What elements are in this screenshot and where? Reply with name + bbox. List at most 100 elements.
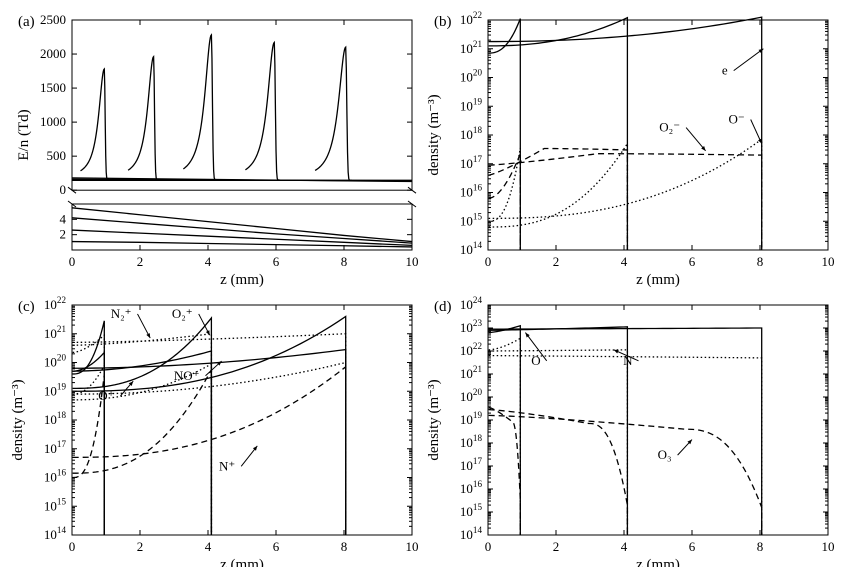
svg-text:1019: 1019 xyxy=(460,96,483,113)
svg-text:1000: 1000 xyxy=(40,114,66,129)
svg-text:O₃: O₃ xyxy=(658,447,672,462)
series-Oplus xyxy=(73,364,212,535)
series-O3 xyxy=(489,407,521,535)
svg-text:E/n (Td): E/n (Td) xyxy=(16,109,32,160)
svg-text:10: 10 xyxy=(406,539,419,554)
series-Ominus xyxy=(489,148,521,250)
svg-text:8: 8 xyxy=(341,539,348,554)
svg-text:1022: 1022 xyxy=(44,295,67,312)
svg-text:1020: 1020 xyxy=(460,68,483,85)
series-O xyxy=(489,327,628,535)
svg-text:1023: 1023 xyxy=(460,318,483,335)
svg-text:1500: 1500 xyxy=(40,80,66,95)
svg-text:(a): (a) xyxy=(18,14,35,30)
efield-peak xyxy=(245,42,280,180)
svg-text:0: 0 xyxy=(485,539,492,554)
svg-text:z (mm): z (mm) xyxy=(220,272,264,288)
svg-text:1015: 1015 xyxy=(460,502,483,519)
svg-text:O⁻: O⁻ xyxy=(728,112,744,127)
svg-text:1022: 1022 xyxy=(460,341,483,358)
svg-text:8: 8 xyxy=(757,254,764,269)
svg-text:1019: 1019 xyxy=(460,410,483,427)
svg-text:1019: 1019 xyxy=(44,381,67,398)
svg-text:500: 500 xyxy=(47,148,67,163)
series-N2plus xyxy=(73,317,346,536)
svg-text:(d): (d) xyxy=(434,299,452,315)
svg-text:10: 10 xyxy=(822,539,835,554)
series-N2plus xyxy=(73,318,212,535)
series-O2minus xyxy=(489,154,762,250)
svg-text:4: 4 xyxy=(205,254,212,269)
svg-text:1018: 1018 xyxy=(460,125,483,142)
svg-text:e: e xyxy=(722,63,728,78)
svg-text:6: 6 xyxy=(273,539,280,554)
svg-text:1022: 1022 xyxy=(460,10,483,27)
svg-text:0: 0 xyxy=(60,182,67,197)
svg-text:2000: 2000 xyxy=(40,46,66,61)
svg-text:1014: 1014 xyxy=(460,525,483,542)
series-O xyxy=(489,326,521,535)
efield-low xyxy=(72,242,412,247)
series-O3 xyxy=(489,415,762,535)
svg-text:0: 0 xyxy=(69,254,76,269)
svg-text:1016: 1016 xyxy=(460,183,483,200)
svg-text:10: 10 xyxy=(406,254,419,269)
efield-low xyxy=(72,230,412,245)
svg-text:1017: 1017 xyxy=(460,154,483,171)
svg-text:1017: 1017 xyxy=(460,456,483,473)
efield-low xyxy=(72,208,412,242)
svg-text:1014: 1014 xyxy=(460,240,483,257)
svg-text:2: 2 xyxy=(553,254,560,269)
svg-text:O: O xyxy=(531,353,540,368)
svg-text:O₂⁻: O₂⁻ xyxy=(659,120,680,135)
svg-text:density (m⁻³): density (m⁻³) xyxy=(426,379,442,460)
svg-text:NO⁺: NO⁺ xyxy=(174,368,200,383)
svg-text:1017: 1017 xyxy=(44,439,67,456)
svg-text:1015: 1015 xyxy=(460,211,483,228)
svg-text:4: 4 xyxy=(621,254,628,269)
series-O2plus xyxy=(73,334,346,535)
svg-text:N₂⁺: N₂⁺ xyxy=(111,306,132,321)
svg-text:1018: 1018 xyxy=(460,433,483,450)
svg-text:6: 6 xyxy=(689,539,696,554)
svg-text:2: 2 xyxy=(553,539,560,554)
svg-text:2500: 2500 xyxy=(40,12,66,27)
svg-text:z (mm): z (mm) xyxy=(636,272,680,288)
svg-text:density (m⁻³): density (m⁻³) xyxy=(10,379,26,460)
svg-text:2: 2 xyxy=(137,539,144,554)
svg-text:1024: 1024 xyxy=(460,295,483,312)
svg-text:2: 2 xyxy=(137,254,144,269)
svg-text:(b): (b) xyxy=(434,14,452,30)
svg-text:N: N xyxy=(623,353,633,368)
svg-text:0: 0 xyxy=(485,254,492,269)
series-N2plus xyxy=(73,321,105,535)
series-Ominus xyxy=(489,144,628,250)
svg-text:N⁺: N⁺ xyxy=(219,458,235,473)
efield-low xyxy=(72,218,412,243)
svg-text:1021: 1021 xyxy=(460,39,482,56)
series-e xyxy=(489,19,521,250)
series-N xyxy=(489,356,762,535)
svg-text:1015: 1015 xyxy=(44,496,67,513)
efield-peak xyxy=(81,69,110,179)
series-O2minus xyxy=(489,154,521,250)
svg-text:4: 4 xyxy=(205,539,212,554)
efield-peak xyxy=(183,35,217,180)
svg-text:8: 8 xyxy=(757,539,764,554)
svg-text:1016: 1016 xyxy=(460,479,483,496)
series-Ominus xyxy=(489,139,762,250)
svg-text:(c): (c) xyxy=(18,299,35,315)
svg-text:1018: 1018 xyxy=(44,410,67,427)
svg-text:4: 4 xyxy=(60,211,67,226)
svg-text:4: 4 xyxy=(621,539,628,554)
svg-text:0: 0 xyxy=(69,539,76,554)
svg-text:1014: 1014 xyxy=(44,525,67,542)
svg-text:density (m⁻³): density (m⁻³) xyxy=(426,94,442,175)
svg-text:1020: 1020 xyxy=(460,387,483,404)
svg-text:1021: 1021 xyxy=(460,364,482,381)
svg-text:1021: 1021 xyxy=(44,324,66,341)
svg-text:z (mm): z (mm) xyxy=(636,557,680,567)
svg-text:6: 6 xyxy=(689,254,696,269)
svg-text:z (mm): z (mm) xyxy=(220,557,264,567)
svg-text:1016: 1016 xyxy=(44,468,67,485)
